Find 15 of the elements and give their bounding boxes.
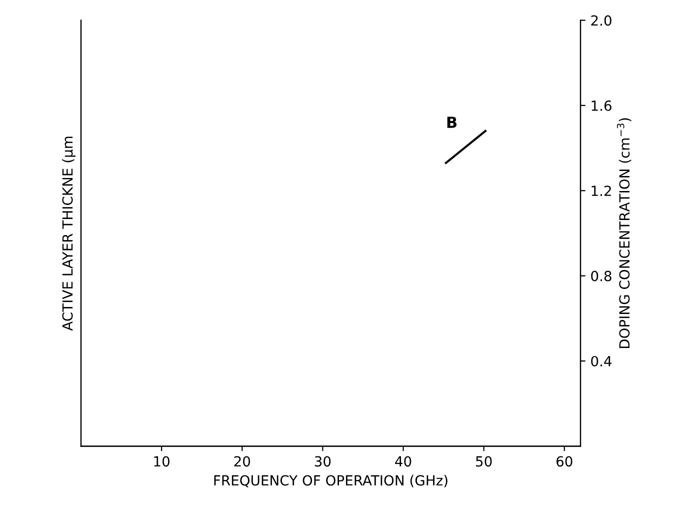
y2-tick-label: 0.8 <box>591 270 612 282</box>
x-axis-title: FREQUENCY OF OPERATION (GHz) <box>214 474 448 488</box>
x-tick-label: 30 <box>314 456 331 467</box>
y2-tick-label: 2.0 <box>591 15 612 26</box>
y2-axis-title: DOPING CONCENTRATION (cm$^{−3}$) <box>616 118 632 348</box>
x-tick-label: 40 <box>395 456 412 467</box>
x-tick-label: 20 <box>234 456 250 467</box>
y2-tick-label: 1.6 <box>592 100 612 111</box>
x-tick-label: 60 <box>556 456 572 467</box>
y-axis-title: ACTIVE LAYER THICKNE (μm <box>62 136 76 331</box>
x-tick-label: 50 <box>476 456 492 467</box>
x-tick-label: 10 <box>154 456 170 467</box>
y2-tick-label: 0.4 <box>591 356 612 366</box>
series-label: B <box>447 116 457 128</box>
y2-tick-label: 1.2 <box>592 186 611 196</box>
